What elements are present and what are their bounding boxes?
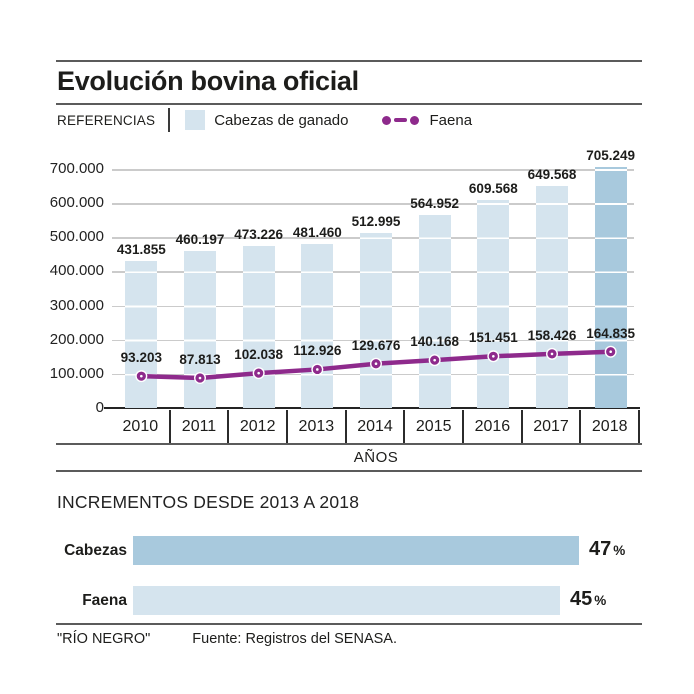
legend: REFERENCIAS Cabezas de ganado Faena <box>57 107 472 133</box>
footer-rule <box>56 623 642 625</box>
bar-value-2014: 512.995 <box>351 213 401 229</box>
y-tick-500.000: 500.000 <box>49 228 104 246</box>
bar-value-2015: 564.952 <box>410 196 460 212</box>
year-cell-2014: 2014 <box>344 410 404 443</box>
legend-item-cabezas: Cabezas de ganado <box>214 111 349 129</box>
increment-value-faena: 45% <box>570 588 607 610</box>
year-cell-2017: 2017 <box>520 410 580 443</box>
bar-2017 <box>536 186 568 408</box>
faena-value-2017: 158.426 <box>527 327 577 343</box>
year-cell-2015: 2015 <box>403 410 462 443</box>
footer-brand: "RÍO NEGRO" <box>57 631 151 647</box>
bar-swatch-icon <box>185 110 206 130</box>
bar-2015 <box>418 215 451 408</box>
bar-value-2011: 460.197 <box>175 231 225 247</box>
legend-item-faena: Faena <box>429 111 473 129</box>
year-cell-2010: 2010 <box>122 418 159 435</box>
gridline <box>112 203 634 205</box>
faena-line <box>135 345 617 385</box>
y-tick-100.000: 100.000 <box>49 364 104 382</box>
faena-value-2018: 164.835 <box>586 325 636 341</box>
faena-value-2013: 112.926 <box>293 343 342 359</box>
faena-value-2010: 93.203 <box>120 350 162 366</box>
footer: "RÍO NEGRO" Fuente: Registros del SENASA. <box>57 631 397 647</box>
year-cell-2018: 2018 <box>579 410 641 443</box>
increments-section-title: INCREMENTOS DESDE 2013 A 2018 <box>57 492 360 512</box>
bar-value-2018: 705.249 <box>586 148 636 164</box>
bar-2010 <box>125 260 158 408</box>
years-bottom-rule <box>56 443 642 445</box>
increment-label-cabezas: Cabezas <box>64 542 127 559</box>
faena-value-2016: 151.451 <box>468 330 518 346</box>
increment-value-cabezas: 47% <box>589 538 626 560</box>
bar-value-2017: 649.568 <box>527 167 577 183</box>
increment-bar-faena <box>133 586 561 615</box>
legend-title: REFERENCIAS <box>57 112 156 128</box>
bar-value-2013: 481.460 <box>292 224 342 240</box>
chart-bottom-rule <box>56 470 642 472</box>
faena-value-2015: 140.168 <box>410 334 460 350</box>
year-cell-2013: 2013 <box>286 410 345 443</box>
bar-value-2012: 473.226 <box>234 227 284 243</box>
y-tick-0: 0 <box>95 399 104 416</box>
x-axis-line <box>104 407 640 410</box>
x-axis-year-row: 2010 2011 2012 2013 2014 2015 2016 2017 2018 <box>112 410 641 443</box>
bar-2014 <box>360 232 392 408</box>
faena-value-2011: 87.813 <box>179 352 221 368</box>
x-axis-title: AÑOS <box>353 449 399 466</box>
top-rule <box>56 60 642 62</box>
y-tick-200.000: 200.000 <box>49 330 104 348</box>
bar-value-2016: 609.568 <box>468 180 518 196</box>
increment-row-cabezas: Cabezas 47% <box>56 536 642 565</box>
y-tick-300.000: 300.000 <box>49 296 104 314</box>
gridline <box>112 169 634 171</box>
bar-2012 <box>242 246 275 408</box>
faena-value-2012: 102.038 <box>234 347 284 363</box>
page-title: Evolución bovina oficial <box>57 66 359 96</box>
bar-2013 <box>301 243 334 408</box>
y-tick-600.000: 600.000 <box>49 194 104 212</box>
y-tick-700.000: 700.000 <box>49 160 104 177</box>
y-tick-400.000: 400.000 <box>49 262 104 280</box>
bar-2016 <box>477 199 510 408</box>
year-cell-2016: 2016 <box>462 410 521 443</box>
legend-divider <box>168 108 171 132</box>
year-cell-2011: 2011 <box>168 410 228 443</box>
title-rule <box>56 103 642 105</box>
increment-bar-cabezas <box>133 536 579 565</box>
year-cell-2012: 2012 <box>227 410 286 443</box>
increment-row-faena: Faena 45% <box>56 586 642 615</box>
increment-label-faena: Faena <box>82 592 127 609</box>
line-marker-icon <box>381 115 419 125</box>
bar-value-2010: 431.855 <box>116 241 166 257</box>
faena-value-2014: 129.676 <box>351 337 401 353</box>
bar-2018 <box>594 167 627 408</box>
footer-source: Fuente: Registros del SENASA. <box>192 631 397 647</box>
